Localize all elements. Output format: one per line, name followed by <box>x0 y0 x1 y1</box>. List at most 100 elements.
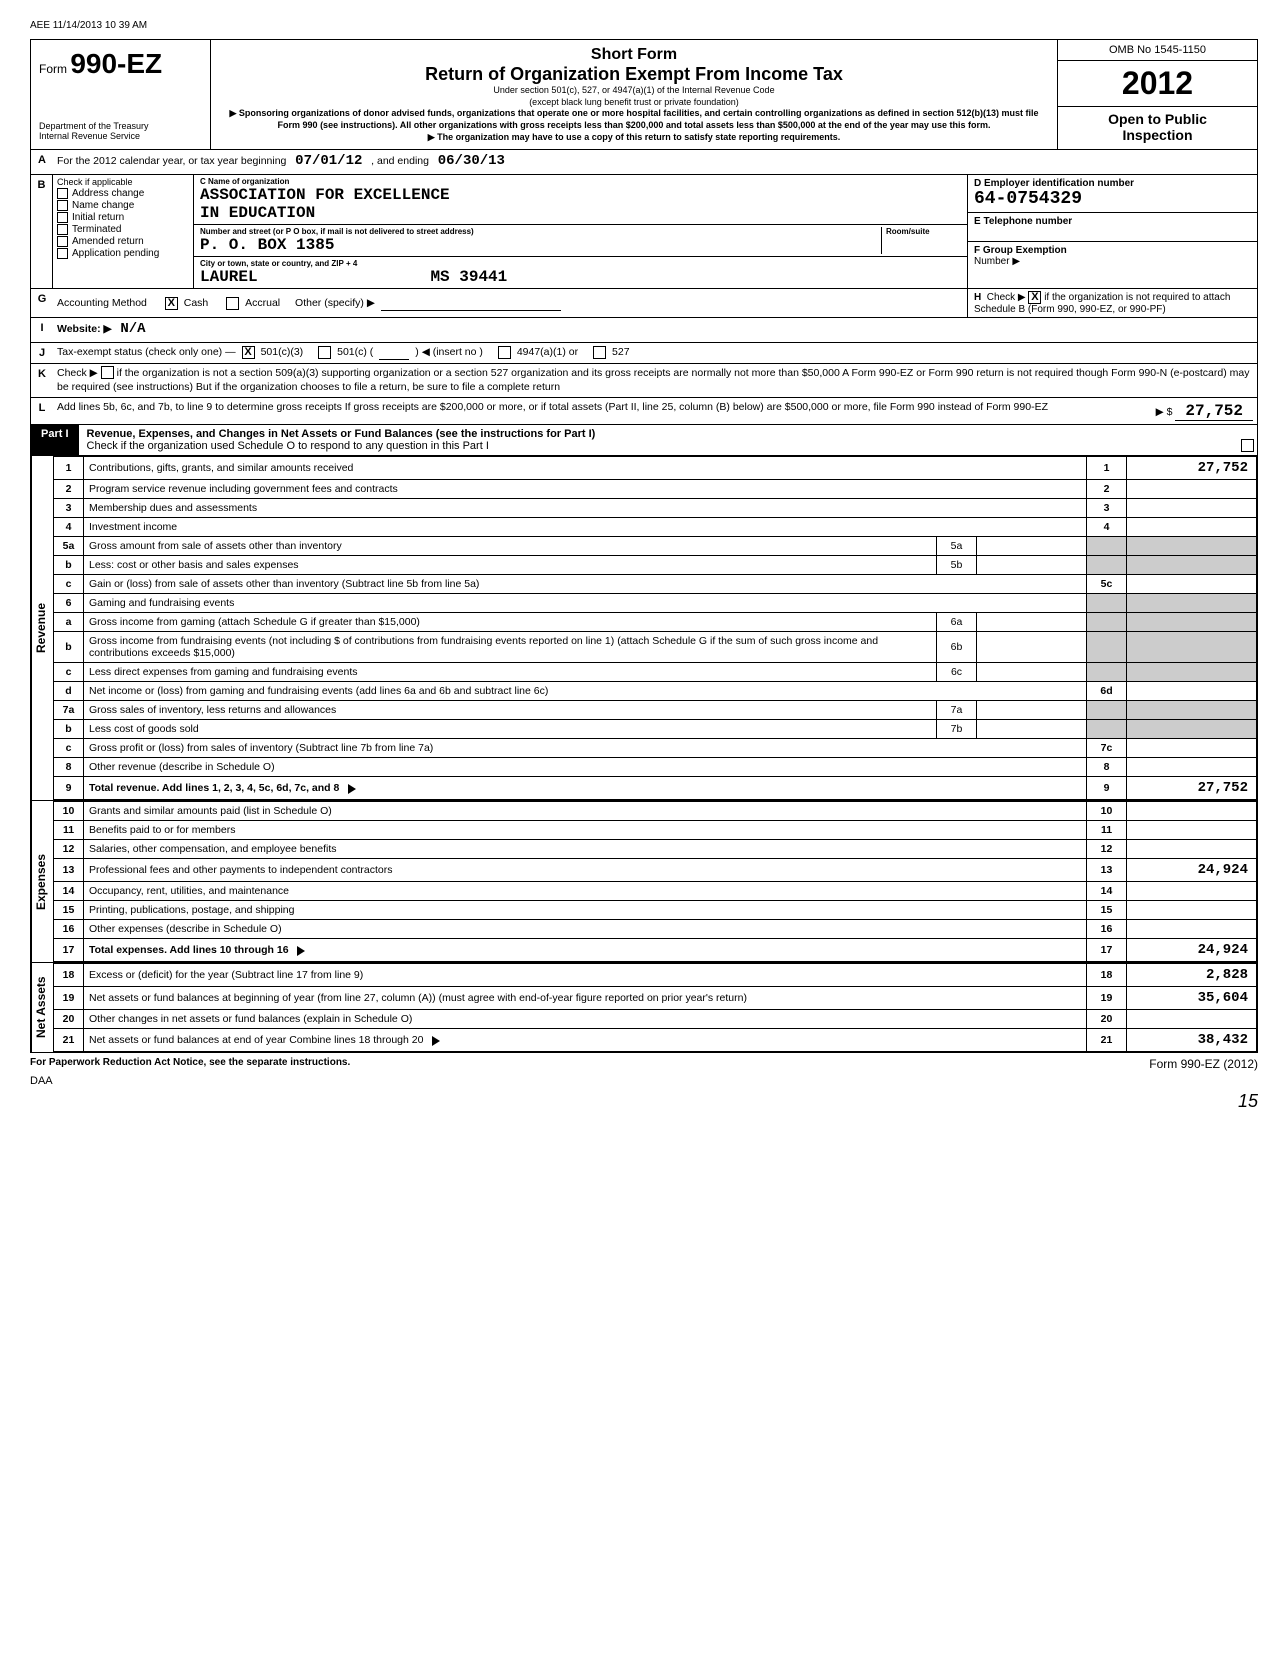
527-label: 527 <box>612 345 630 360</box>
org-info-block: B Check if applicable Address changeName… <box>30 175 1258 289</box>
line-amt: 27,752 <box>1127 777 1257 800</box>
part1-checkbox[interactable] <box>1241 439 1254 452</box>
b-checkbox[interactable] <box>57 236 68 247</box>
line-num: c <box>54 663 84 682</box>
shade-amt <box>1127 720 1257 739</box>
line-amt <box>1127 499 1257 518</box>
b-checkbox[interactable] <box>57 200 68 211</box>
line-desc: Gaming and fundraising events <box>84 594 1087 613</box>
shade-box <box>1087 537 1127 556</box>
line-desc: Other expenses (describe in Schedule O) <box>84 920 1087 939</box>
timestamp: AEE 11/14/2013 10 39 AM <box>30 20 1258 31</box>
501c3-checkbox[interactable]: X <box>242 346 255 359</box>
sched-b-checkbox[interactable]: X <box>1028 291 1041 304</box>
line-desc: Salaries, other compensation, and employ… <box>84 840 1087 859</box>
b-checkbox[interactable] <box>57 224 68 235</box>
org-name-2: IN EDUCATION <box>200 204 961 222</box>
line-num: 7a <box>54 701 84 720</box>
line-i: I Website: ▶ N/A <box>30 318 1258 343</box>
main-title: Return of Organization Exempt From Incom… <box>221 64 1047 85</box>
line-desc: Net income or (loss) from gaming and fun… <box>84 682 1087 701</box>
line-desc: Professional fees and other payments to … <box>84 859 1087 882</box>
line-desc: Gross income from fundraising events (no… <box>84 632 937 663</box>
cash-checkbox[interactable]: X <box>165 297 178 310</box>
line-num: 10 <box>54 802 84 821</box>
line-num: 3 <box>54 499 84 518</box>
table-row: 4Investment income4 <box>54 518 1257 537</box>
shade-amt <box>1127 537 1257 556</box>
shade-box <box>1087 663 1127 682</box>
line-box: 11 <box>1087 821 1127 840</box>
line-box: 20 <box>1087 1010 1127 1029</box>
line-desc: Total revenue. Add lines 1, 2, 3, 4, 5c,… <box>84 777 1087 800</box>
line-k-body: if the organization is not a section 509… <box>57 367 1249 394</box>
b-checkbox[interactable] <box>57 212 68 223</box>
inner-amt <box>977 701 1087 720</box>
line-g-label: G <box>31 289 53 317</box>
line-amt: 35,604 <box>1127 987 1257 1010</box>
line-desc: Gross sales of inventory, less returns a… <box>84 701 937 720</box>
shade-amt <box>1127 632 1257 663</box>
table-row: 7aGross sales of inventory, less returns… <box>54 701 1257 720</box>
line-amt <box>1127 920 1257 939</box>
line-box: 21 <box>1087 1029 1127 1052</box>
line-box: 8 <box>1087 758 1127 777</box>
501c-checkbox[interactable] <box>318 346 331 359</box>
b-checkbox[interactable] <box>57 188 68 199</box>
inner-box: 6c <box>937 663 977 682</box>
4947-checkbox[interactable] <box>498 346 511 359</box>
line-desc: Grants and similar amounts paid (list in… <box>84 802 1087 821</box>
check-if-col: Check if applicable Address changeName c… <box>53 175 193 288</box>
inspection: Inspection <box>1066 127 1249 143</box>
line-desc: Other revenue (describe in Schedule O) <box>84 758 1087 777</box>
line-num: 1 <box>54 457 84 480</box>
line-desc: Membership dues and assessments <box>84 499 1087 518</box>
shade-box <box>1087 594 1127 613</box>
line-num: 11 <box>54 821 84 840</box>
shade-amt <box>1127 613 1257 632</box>
phone-label: E Telephone number <box>974 216 1251 227</box>
name-address-block: C Name of organization ASSOCIATION FOR E… <box>193 175 967 288</box>
line-amt: 27,752 <box>1127 457 1257 480</box>
line-j: J Tax-exempt status (check only one) — X… <box>30 343 1258 364</box>
line-box: 14 <box>1087 882 1127 901</box>
line-desc: Program service revenue including govern… <box>84 480 1087 499</box>
accrual-label: Accrual <box>245 296 280 311</box>
expenses-table: 10Grants and similar amounts paid (list … <box>53 801 1257 962</box>
line-desc: Net assets or fund balances at beginning… <box>84 987 1087 1010</box>
line-k-checkbox[interactable] <box>101 366 114 379</box>
line-box: 12 <box>1087 840 1127 859</box>
line-amt: 24,924 <box>1127 859 1257 882</box>
table-row: aGross income from gaming (attach Schedu… <box>54 613 1257 632</box>
line-l: L Add lines 5b, 6c, and 7b, to line 9 to… <box>30 398 1258 425</box>
accrual-checkbox[interactable] <box>226 297 239 310</box>
line-num: 6 <box>54 594 84 613</box>
line-box: 17 <box>1087 939 1127 962</box>
netassets-side-label: Net Assets <box>31 963 53 1052</box>
b-opt-label: Initial return <box>72 212 124 223</box>
right-info-block: D Employer identification number 64-0754… <box>967 175 1257 288</box>
group-exempt-number: Number ▶ <box>974 256 1251 267</box>
form-prefix: Form <box>39 62 67 76</box>
line-box: 15 <box>1087 901 1127 920</box>
shade-box <box>1087 701 1127 720</box>
line-num: 19 <box>54 987 84 1010</box>
table-row: 2Program service revenue including gover… <box>54 480 1257 499</box>
page-number: 15 <box>30 1091 1258 1112</box>
line-desc: Contributions, gifts, grants, and simila… <box>84 457 1087 480</box>
inner-amt <box>977 632 1087 663</box>
table-row: 21Net assets or fund balances at end of … <box>54 1029 1257 1052</box>
table-row: 10Grants and similar amounts paid (list … <box>54 802 1257 821</box>
line-amt <box>1127 840 1257 859</box>
line-k-check: Check ▶ <box>57 367 98 379</box>
ein-value: 64-0754329 <box>974 189 1251 209</box>
under-section: Under section 501(c), 527, or 4947(a)(1)… <box>221 85 1047 97</box>
b-checkbox[interactable] <box>57 248 68 259</box>
527-checkbox[interactable] <box>593 346 606 359</box>
line-l-arrow: ▶ $ <box>1156 406 1173 418</box>
line-num: c <box>54 575 84 594</box>
inner-box: 5b <box>937 556 977 575</box>
shade-box <box>1087 613 1127 632</box>
line-a-pre: For the 2012 calendar year, or tax year … <box>57 155 286 167</box>
table-row: 16Other expenses (describe in Schedule O… <box>54 920 1257 939</box>
